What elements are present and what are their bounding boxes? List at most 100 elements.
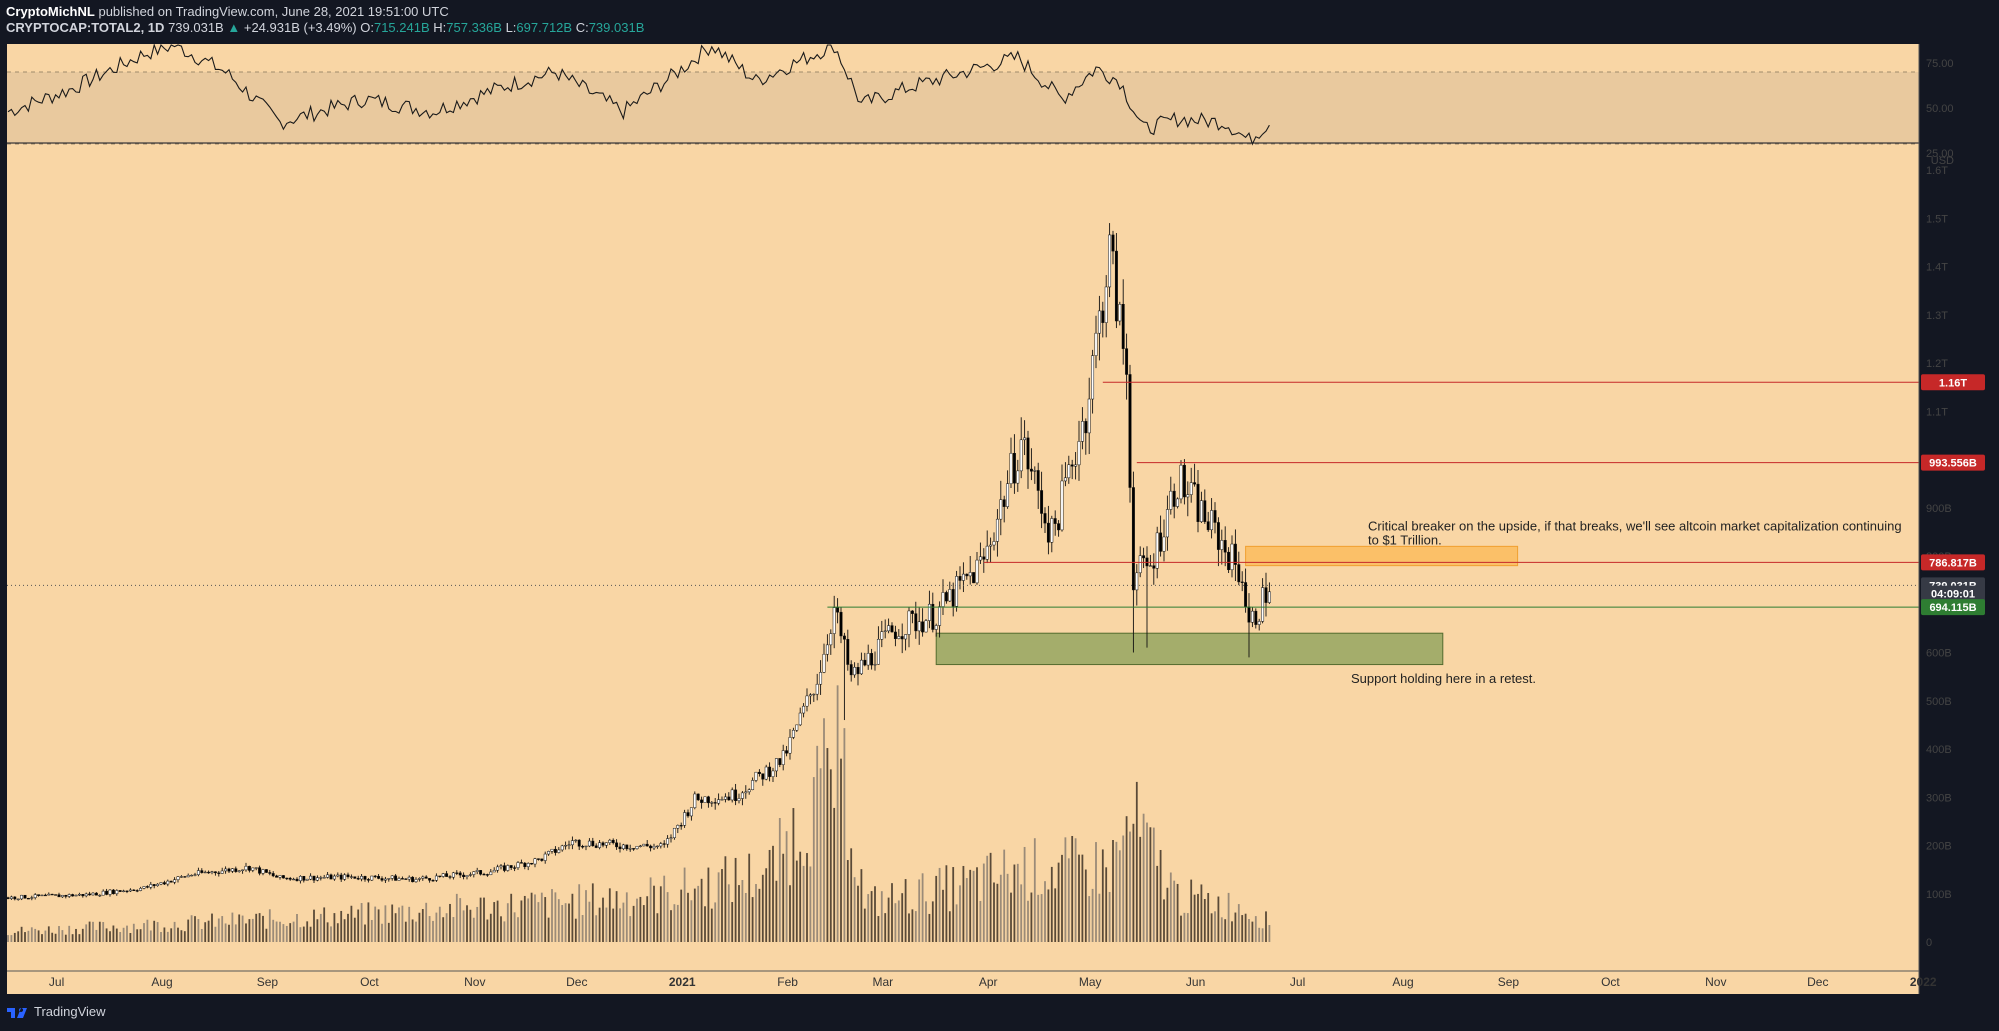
candle-down (1182, 464, 1186, 498)
candle-up (383, 878, 387, 881)
y-tick-label: 200B (1926, 841, 1952, 853)
footer-brand[interactable]: TradingView (34, 1004, 106, 1019)
candle-up (723, 796, 727, 800)
candle-up (67, 894, 71, 897)
author-name[interactable]: CryptoMichNL (6, 4, 95, 19)
volume-bar (41, 934, 43, 942)
volume-bar (146, 919, 149, 942)
candle-up (1176, 498, 1180, 507)
volume-bar (1095, 842, 1097, 942)
footer: TradingView (6, 1004, 106, 1019)
candle-up (343, 874, 347, 880)
volume-bar (972, 870, 975, 942)
candle-down (458, 872, 462, 876)
volume-bar (799, 851, 802, 942)
x-tick-label: Aug (151, 975, 172, 989)
candle-down (706, 796, 710, 804)
candle-down (1046, 522, 1050, 543)
publish-info: published on TradingView.com, June 28, 2… (98, 4, 449, 19)
volume-bar (935, 875, 938, 942)
candle-down (1237, 564, 1241, 583)
volume-bar (214, 926, 217, 942)
candle-up (142, 886, 146, 889)
rsi-pane[interactable] (7, 43, 1919, 146)
candle-down (288, 877, 292, 880)
volume-bar (102, 922, 105, 942)
volume-bar (690, 900, 693, 942)
candle-up (771, 770, 775, 777)
volume-bar (330, 926, 332, 942)
volume-bar (1027, 900, 1029, 942)
volume-bar (296, 913, 298, 942)
candle-up (720, 799, 724, 801)
tradingview-logo-icon[interactable] (6, 1005, 28, 1019)
volume-bar (802, 865, 805, 942)
volume-bar (248, 919, 251, 942)
volume-bar (772, 845, 774, 942)
volume-bar (704, 906, 706, 942)
volume-bar (323, 907, 326, 942)
volume-bar (884, 913, 887, 942)
candle-up (948, 589, 952, 602)
y-tick-label: 300B (1926, 792, 1952, 804)
candle-up (336, 874, 340, 877)
candle-up (938, 606, 942, 626)
candle-up (196, 870, 200, 875)
volume-bar (1241, 915, 1244, 942)
volume-bar (527, 898, 530, 942)
price-axis[interactable]: USD1.6T1.5T1.4T1.3T1.2T1.1T900B800B600B5… (1926, 58, 1954, 949)
volume-bar (676, 904, 679, 942)
volume-bar (897, 900, 900, 942)
volume-bar (1231, 921, 1233, 942)
volume-bar (122, 927, 125, 942)
volume-bar (241, 915, 244, 942)
volume-bar (1265, 911, 1267, 942)
candle-up (802, 705, 806, 714)
volume-bar (24, 932, 26, 942)
candle-down (900, 636, 904, 640)
volume-bar (547, 917, 550, 942)
open-label: O: (360, 20, 374, 35)
zones-layer (935, 545, 1519, 666)
candle-up (1179, 464, 1183, 500)
x-tick-label: 2022 (1910, 975, 1937, 989)
candle-down (200, 870, 204, 873)
volume-bar (748, 853, 751, 942)
candle-down (353, 876, 357, 879)
candle-up (795, 724, 799, 731)
volume-bar (1003, 849, 1006, 942)
volume-bar (68, 925, 71, 942)
candle-down (424, 876, 428, 879)
candle-down (152, 884, 156, 887)
y-tick-label: 1.3T (1926, 310, 1948, 322)
resistance-price-tag (1921, 554, 1985, 571)
candle-down (217, 872, 221, 874)
volume-bar (874, 886, 876, 942)
candle-up (360, 876, 364, 880)
volume-bar (194, 916, 196, 942)
candle-down (1172, 490, 1176, 507)
candle-down (944, 592, 948, 602)
candle-up (1067, 464, 1071, 479)
candle-up (941, 592, 945, 607)
volume-bar (578, 884, 581, 942)
volume-bar (602, 897, 604, 942)
symbol-label[interactable]: CRYPTOCAP:TOTAL2, 1D (6, 20, 165, 35)
candle-down (910, 610, 914, 614)
candle-down (1121, 304, 1125, 349)
candle-down (258, 867, 262, 874)
volume-bar (1227, 892, 1230, 942)
candle-up (1091, 355, 1095, 400)
candle-up (999, 499, 1003, 520)
support-price-label: 694.115B (1929, 602, 1976, 614)
volume-bar (316, 919, 319, 942)
candle-down (50, 893, 54, 896)
time-axis[interactable]: Jul Aug Sep Oct Nov Dec 2021 Feb Mar Apr May Jun Jul… (49, 975, 1937, 989)
volume-bar (785, 831, 788, 942)
candle-up (584, 845, 588, 848)
volume-bar (850, 848, 853, 942)
support-annotation: Support holding here in a retest. (1351, 671, 1536, 686)
volume-bar (891, 883, 893, 942)
volume-bar (551, 889, 553, 942)
